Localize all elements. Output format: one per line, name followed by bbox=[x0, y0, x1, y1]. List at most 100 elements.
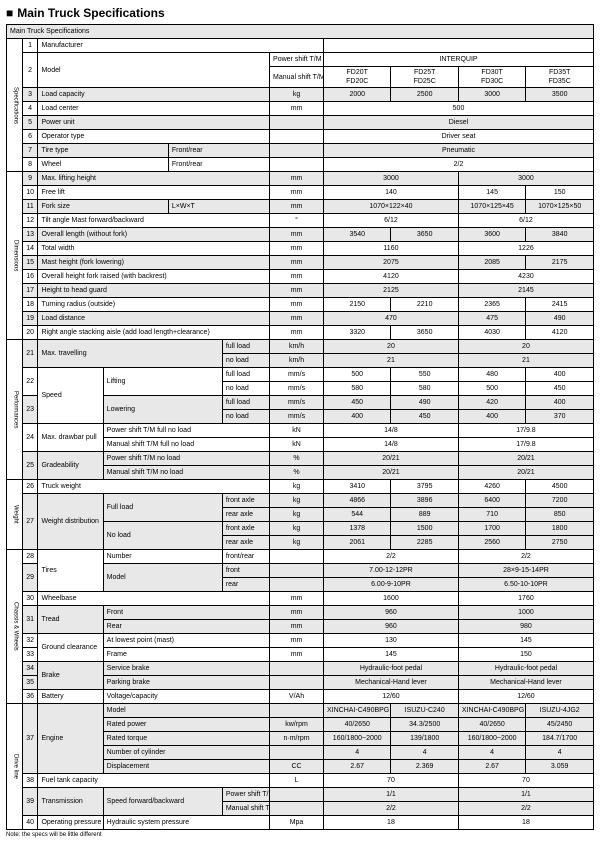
cell: Mechanical-Hand lever bbox=[324, 676, 459, 690]
cell: 4260 bbox=[458, 480, 525, 494]
cell: Power shift T/M bbox=[222, 788, 269, 802]
cell: 2150 bbox=[324, 298, 391, 312]
cell: 3000 bbox=[458, 88, 525, 102]
cell: mm/s bbox=[270, 410, 324, 424]
section-driveline: Drive line bbox=[7, 704, 23, 830]
row-num: 15 bbox=[22, 256, 38, 270]
cell: mm bbox=[270, 620, 324, 634]
cell: 160/1800~2000 bbox=[458, 732, 525, 746]
cell: XINCHAI-C490BPG bbox=[324, 704, 391, 718]
cell: 400 bbox=[526, 396, 594, 410]
cell: rear bbox=[222, 578, 269, 592]
cell: 420 bbox=[458, 396, 525, 410]
cell: 40/2650 bbox=[458, 718, 525, 732]
cell: Rated torque bbox=[103, 732, 269, 746]
cell: Tire type bbox=[38, 144, 168, 158]
cell: 2/2 bbox=[324, 550, 459, 564]
cell: mm bbox=[270, 606, 324, 620]
cell: 160/1800~2000 bbox=[324, 732, 391, 746]
cell: 2750 bbox=[526, 536, 594, 550]
cell: 6.50-10-10PR bbox=[458, 578, 593, 592]
cell: mm bbox=[270, 648, 324, 662]
cell: 17/9.8 bbox=[458, 438, 593, 452]
cell: 3650 bbox=[391, 326, 458, 340]
cell: FD30TFD30C bbox=[458, 67, 525, 88]
cell: 1378 bbox=[324, 522, 391, 536]
cell: 580 bbox=[391, 382, 458, 396]
cell: Manufacturer bbox=[38, 39, 324, 53]
cell: Overall height fork raised (with backres… bbox=[38, 270, 270, 284]
cell: no load bbox=[222, 382, 269, 396]
cell: 4120 bbox=[324, 270, 459, 284]
cell: 3000 bbox=[458, 172, 593, 186]
cell: 850 bbox=[526, 508, 594, 522]
cell: kg bbox=[270, 494, 324, 508]
cell: 70 bbox=[324, 774, 459, 788]
cell: 2500 bbox=[391, 88, 458, 102]
cell: 500 bbox=[324, 368, 391, 382]
cell: 1160 bbox=[324, 242, 459, 256]
cell: 3500 bbox=[526, 88, 594, 102]
row-num: 38 bbox=[22, 774, 38, 788]
cell: Tilt angle Mast forward/backward bbox=[38, 214, 270, 228]
cell: 140 bbox=[324, 186, 459, 200]
cell: Front bbox=[103, 606, 269, 620]
cell: 2365 bbox=[458, 298, 525, 312]
cell: 139/1800 bbox=[391, 732, 458, 746]
row-num: 8 bbox=[22, 158, 38, 172]
cell: XINCHAI-C490BPG bbox=[458, 704, 525, 718]
cell: Model bbox=[103, 564, 222, 592]
cell: 1070×125×45 bbox=[458, 200, 525, 214]
cell: Truck weight bbox=[38, 480, 270, 494]
cell: Overall length (without fork) bbox=[38, 228, 270, 242]
cell: rear axle bbox=[222, 508, 269, 522]
cell: 1070×122×40 bbox=[324, 200, 459, 214]
cell: No load bbox=[103, 522, 222, 550]
cell: 3840 bbox=[526, 228, 594, 242]
row-num: 10 bbox=[22, 186, 38, 200]
cell: 400 bbox=[458, 410, 525, 424]
cell: ISUZU-4JG2 bbox=[526, 704, 594, 718]
cell: Hydraulic-foot pedal bbox=[458, 662, 593, 676]
cell: 20 bbox=[324, 340, 459, 354]
row-num: 32 bbox=[22, 634, 38, 648]
cell: 6400 bbox=[458, 494, 525, 508]
section-chassis: Chassis & Wheels bbox=[7, 550, 23, 704]
cell: mm bbox=[270, 634, 324, 648]
cell: 130 bbox=[324, 634, 459, 648]
cell: 1700 bbox=[458, 522, 525, 536]
section-specifications: Specifications bbox=[7, 39, 23, 172]
row-num: 27 bbox=[22, 494, 38, 550]
cell: Lifting bbox=[103, 368, 222, 396]
cell: 2/2 bbox=[458, 802, 593, 816]
cell: Number bbox=[103, 550, 222, 564]
cell: Height to head guard bbox=[38, 284, 270, 298]
cell: At lowest point (mast) bbox=[103, 634, 269, 648]
cell: 12/60 bbox=[458, 690, 593, 704]
cell: L×W×T bbox=[168, 200, 269, 214]
row-num: 39 bbox=[22, 788, 38, 816]
cell: 14/8 bbox=[324, 438, 459, 452]
cell: 500 bbox=[324, 102, 594, 116]
cell: kg bbox=[270, 536, 324, 550]
cell: 20/21 bbox=[324, 452, 459, 466]
cell: no load bbox=[222, 410, 269, 424]
cell: Pneumatic bbox=[324, 144, 594, 158]
cell: Load distance bbox=[38, 312, 270, 326]
cell: kw/rpm bbox=[270, 718, 324, 732]
cell: 20 bbox=[458, 340, 593, 354]
cell: 3.059 bbox=[526, 760, 594, 774]
cell: kg bbox=[270, 480, 324, 494]
row-num: 4 bbox=[22, 102, 38, 116]
cell: 184.7/1700 bbox=[526, 732, 594, 746]
cell: 2210 bbox=[391, 298, 458, 312]
cell: Model bbox=[103, 704, 269, 718]
footnote: Note: the specs will be little different bbox=[6, 832, 594, 838]
cell: Fuel tank capacity bbox=[38, 774, 270, 788]
cell: mm bbox=[270, 102, 324, 116]
cell: full load bbox=[222, 396, 269, 410]
cell: Hydraulic system pressure bbox=[103, 816, 269, 830]
cell: no load bbox=[222, 354, 269, 368]
cell: 544 bbox=[324, 508, 391, 522]
cell: Speed bbox=[38, 368, 103, 424]
